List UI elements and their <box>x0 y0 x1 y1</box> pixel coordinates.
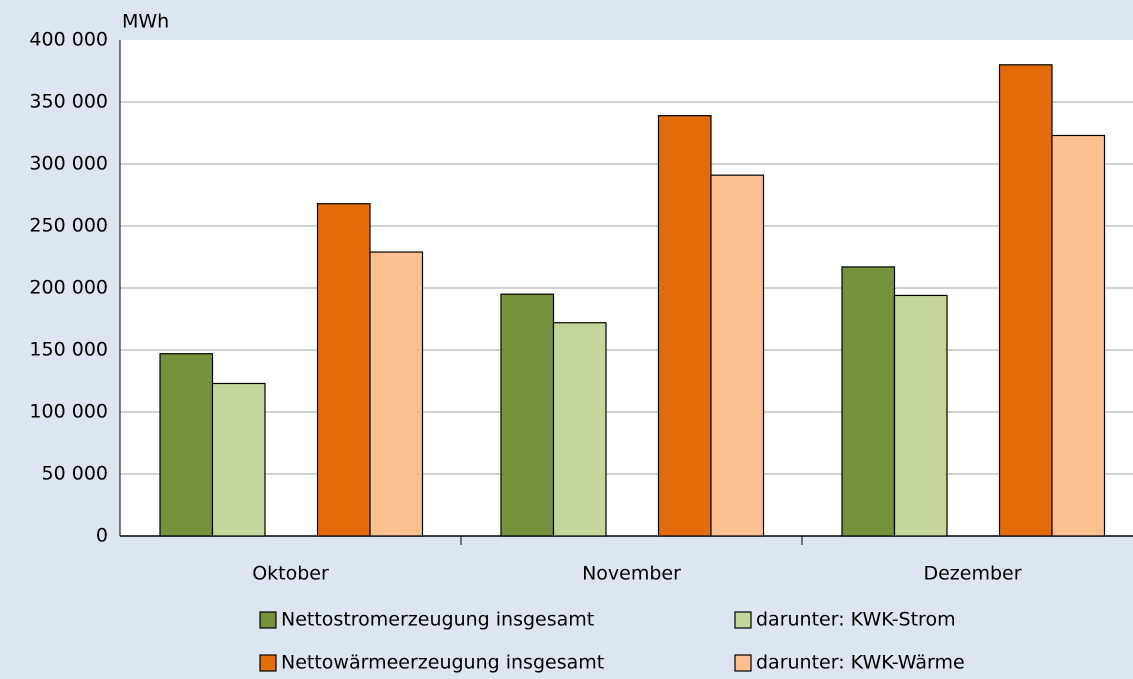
y-tick-label: 150 000 <box>29 339 108 361</box>
y-tick-label: 100 000 <box>29 401 108 423</box>
bar <box>657 115 712 537</box>
bar <box>1051 134 1106 537</box>
legend-swatch <box>259 611 277 629</box>
bar <box>710 174 765 537</box>
bar <box>369 251 424 537</box>
y-tick-label: 350 000 <box>29 91 108 113</box>
x-tick-label: Oktober <box>252 563 329 585</box>
y-tick-label: 400 000 <box>29 29 108 51</box>
bar <box>552 322 607 537</box>
bar <box>316 203 371 537</box>
legend-swatch <box>259 654 277 672</box>
legend-swatch <box>734 654 752 672</box>
y-tick-label: 0 <box>96 525 108 547</box>
bar <box>159 353 214 537</box>
y-tick-label: 200 000 <box>29 277 108 299</box>
legend-label: Nettostromerzeugung insgesamt <box>281 609 594 631</box>
x-tick-label: November <box>582 563 681 585</box>
legend-label: darunter: KWK-Strom <box>756 609 956 631</box>
bar <box>841 266 896 537</box>
y-tick-label: 300 000 <box>29 153 108 175</box>
bar <box>998 64 1053 537</box>
y-tick-label: 50 000 <box>42 463 108 485</box>
legend-label: Nettowärmeerzeugung insgesamt <box>281 652 604 674</box>
legend-label: darunter: KWK-Wärme <box>756 652 965 674</box>
bar <box>500 293 555 537</box>
y-tick-label: 250 000 <box>29 215 108 237</box>
y-axis-label: MWh <box>122 11 169 33</box>
x-tick-label: Dezember <box>923 563 1021 585</box>
bar <box>211 382 266 537</box>
bar <box>893 294 948 537</box>
legend-swatch <box>734 611 752 629</box>
